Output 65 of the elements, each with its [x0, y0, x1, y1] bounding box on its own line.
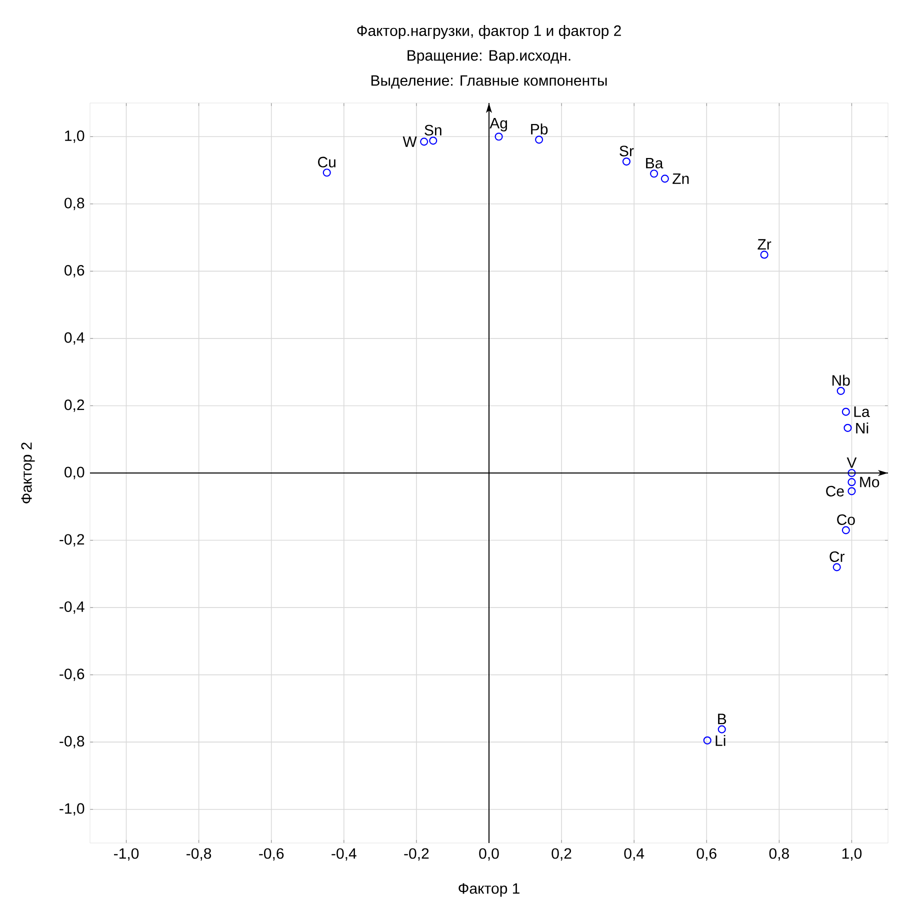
annotation: B: [718, 714, 726, 724]
point: [848, 468, 856, 478]
point: [420, 138, 428, 146]
annotation: Li: [716, 734, 726, 746]
y-tick-label: 0,2: [64, 400, 84, 412]
point: [848, 487, 856, 496]
x-tick-label: 0,0: [479, 848, 499, 861]
y-tick-label: 0,4: [64, 332, 84, 345]
point: [650, 170, 658, 178]
annotation: Cr: [830, 551, 844, 562]
point: [429, 136, 438, 145]
point: [703, 736, 712, 744]
point: [494, 132, 503, 141]
annotation: Zr: [758, 239, 772, 250]
point: [842, 526, 850, 534]
annotation: Ag: [490, 118, 507, 132]
x-tick-label: 0,6: [696, 848, 716, 861]
annotation: Zn: [672, 174, 689, 184]
annotation: Cu: [318, 156, 336, 168]
x-tick-label: -0,8: [186, 848, 212, 861]
y-tick-label: -0,2: [60, 534, 84, 546]
x-tick-label: 1,0: [842, 848, 862, 861]
annotation: Pb: [531, 123, 548, 134]
annotation: Sn: [424, 124, 442, 136]
y-tick-label: -0,8: [60, 736, 84, 748]
annotation: Ce: [826, 486, 844, 496]
x-axis-title: Фактор 1: [458, 883, 520, 897]
y-tick-label: 0,8: [64, 198, 84, 210]
annotation: Mo: [860, 476, 880, 488]
y-tick-label: 0,0: [64, 466, 84, 480]
point: [535, 136, 544, 144]
point: [832, 563, 841, 572]
x-tick-label: -0,6: [259, 848, 284, 861]
chart-subtitle: Вращение: Вар.исходн.: [408, 50, 570, 64]
point: [836, 386, 845, 395]
point: [718, 725, 726, 734]
point: [848, 478, 856, 486]
point: [322, 168, 331, 177]
point: [622, 157, 631, 166]
annotation: Ba: [646, 158, 664, 168]
point: [842, 408, 850, 416]
x-tick-label: -1,0: [114, 848, 139, 861]
annotation: La: [854, 406, 870, 418]
x-tick-label: -0,4: [332, 848, 356, 861]
y-tick-label: -0,6: [60, 668, 84, 682]
annotation: W: [402, 136, 417, 147]
x-tick-label: 0,4: [624, 848, 644, 861]
y-tick-label: 0,6: [64, 264, 84, 278]
text: Выделение: Главные компоненты: [371, 75, 607, 89]
annotation: V: [846, 457, 857, 468]
annotation: Nb: [832, 374, 850, 386]
annotation: Ni: [856, 422, 868, 434]
x-tick-label: -0,2: [404, 848, 429, 861]
point: [844, 424, 852, 432]
y-tick-label: -1,0: [60, 803, 84, 816]
annotation: Sr: [620, 146, 634, 156]
x-tick-label: 0,2: [552, 848, 572, 861]
y-tick-label: -0,4: [60, 601, 84, 614]
chart-title: Фактор.нагрузки, фактор 1 и фактор 2: [357, 25, 621, 39]
y-tick-label: 1,0: [65, 130, 84, 143]
point: [660, 174, 669, 183]
x-tick-label: 0,8: [769, 848, 789, 861]
y-axis-title: Фактор 2: [21, 442, 35, 504]
annotation: Co: [837, 514, 855, 525]
point: [760, 250, 768, 259]
